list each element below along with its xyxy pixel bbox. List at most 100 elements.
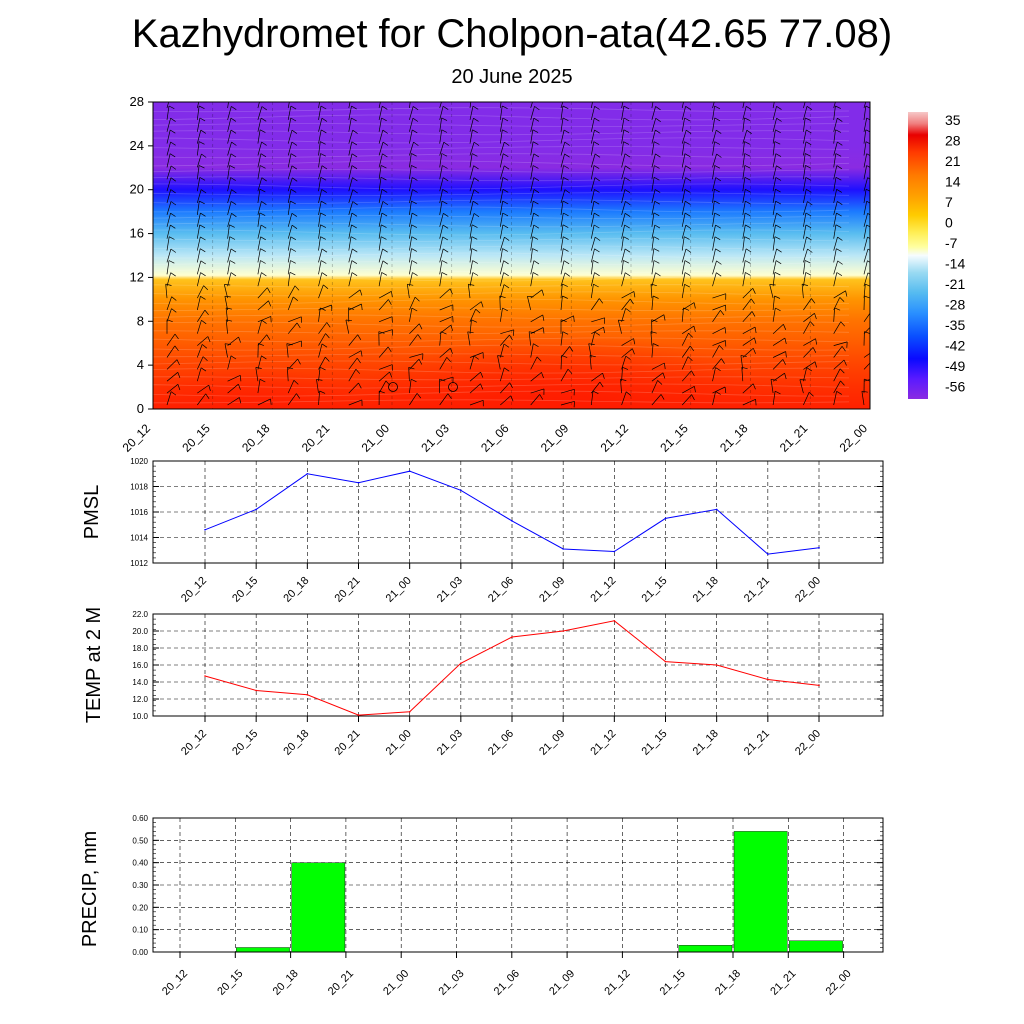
wind-barb-flag xyxy=(840,321,845,327)
wind-barb xyxy=(833,102,836,109)
wind-barb-flag xyxy=(382,260,388,265)
wind-barb xyxy=(590,260,594,275)
wind-barb-flag xyxy=(169,153,176,158)
wind-barb xyxy=(378,153,383,168)
wind-barb-flag xyxy=(416,393,422,399)
wind-barb xyxy=(799,379,804,394)
wind-barb-flag xyxy=(296,322,301,329)
wind-barb-flag xyxy=(291,141,298,146)
wind-barb-flag xyxy=(866,165,870,168)
x-tick-label: 21_15 xyxy=(640,728,670,758)
wind-barb xyxy=(469,301,482,311)
wind-barb-flag xyxy=(412,117,419,122)
contour-line xyxy=(153,399,850,404)
wind-barb xyxy=(560,295,563,311)
wind-barb-flag xyxy=(471,153,478,157)
wind-barb-flag xyxy=(689,345,695,352)
wind-barb xyxy=(499,177,504,192)
wind-barb xyxy=(257,102,260,109)
wind-barb-flag xyxy=(865,188,870,192)
wind-barb-flag xyxy=(774,141,781,145)
wind-barb-flag xyxy=(472,105,479,110)
wind-barb-flag xyxy=(231,189,237,194)
wind-barb xyxy=(196,105,200,120)
wind-barb-flag xyxy=(836,272,843,276)
wind-barb xyxy=(406,284,410,299)
wind-barb xyxy=(223,284,228,299)
wind-barb-flag xyxy=(775,153,782,157)
wind-barb xyxy=(166,384,179,394)
wind-barb xyxy=(621,102,624,109)
wind-barb-flag xyxy=(502,224,509,229)
wind-barb-flag xyxy=(874,359,877,364)
wind-barb xyxy=(742,201,746,215)
wind-barb xyxy=(681,332,689,346)
wind-barb xyxy=(772,102,775,109)
wind-barb-flag xyxy=(562,283,568,287)
y-tick-label: 16.0 xyxy=(132,661,148,670)
wind-barb-flag xyxy=(319,366,326,371)
contour-line xyxy=(153,337,850,343)
wind-barb-flag xyxy=(750,298,755,304)
wind-barb xyxy=(196,272,201,287)
contour-line xyxy=(153,199,850,205)
wind-barb-flag xyxy=(716,153,722,158)
wind-barb-flag xyxy=(802,283,808,286)
x-tick-label: 20_21 xyxy=(299,421,333,455)
wind-barb xyxy=(621,189,626,204)
wind-barb xyxy=(469,272,474,287)
wind-barb-flag xyxy=(475,308,481,314)
wind-barb-flag xyxy=(599,381,604,388)
wind-barb xyxy=(530,343,534,358)
wind-barb xyxy=(863,272,869,287)
wind-barb-flag xyxy=(266,287,271,294)
wind-barb xyxy=(772,359,784,370)
warm-core xyxy=(350,334,770,409)
wind-barb xyxy=(166,118,171,132)
wind-barb-flag xyxy=(865,105,870,109)
wind-barb xyxy=(439,288,451,299)
wind-barb xyxy=(196,130,202,144)
x-tick-label: 20_21 xyxy=(326,968,356,998)
wind-barb xyxy=(833,307,835,322)
wind-barb xyxy=(742,337,755,346)
wind-barb-flag xyxy=(815,338,818,345)
wind-barb xyxy=(833,290,846,299)
x-tick-label: 21_18 xyxy=(691,575,721,605)
wind-barb-flag xyxy=(839,368,845,374)
wind-barb-flag xyxy=(358,382,362,389)
wind-barb-flag xyxy=(450,324,454,331)
wind-barb-flag xyxy=(623,260,629,264)
wind-barb xyxy=(803,177,807,192)
wind-barb xyxy=(257,316,271,323)
wind-barb-flag xyxy=(838,95,843,98)
wind-barb xyxy=(681,370,692,382)
wind-barb xyxy=(318,201,322,215)
wind-barb xyxy=(651,248,655,263)
wind-barb xyxy=(712,153,717,168)
wind-barb xyxy=(650,331,653,346)
wind-barb xyxy=(742,102,745,109)
wind-barb xyxy=(560,388,575,394)
wind-barb xyxy=(863,153,868,168)
wind-barb xyxy=(378,177,382,192)
wind-barb xyxy=(499,117,504,132)
wind-barb xyxy=(712,200,715,215)
wind-barb xyxy=(166,272,172,287)
wind-barb-flag xyxy=(714,236,721,241)
wind-barb xyxy=(741,367,744,382)
wind-barb-flag xyxy=(382,94,387,97)
wind-barb-flag xyxy=(774,390,781,395)
wind-barb xyxy=(287,248,291,263)
wind-barb xyxy=(651,130,656,144)
wind-barb xyxy=(378,189,383,204)
data-point xyxy=(511,520,513,522)
wind-barb xyxy=(166,372,179,382)
wind-barb-flag xyxy=(357,334,362,340)
y-tick-label: 1012 xyxy=(130,559,148,568)
wind-barb xyxy=(617,320,622,334)
contour-line xyxy=(153,160,850,167)
panel-frame xyxy=(152,460,884,564)
wind-barb xyxy=(772,177,777,192)
wind-barb-flag xyxy=(594,177,601,182)
